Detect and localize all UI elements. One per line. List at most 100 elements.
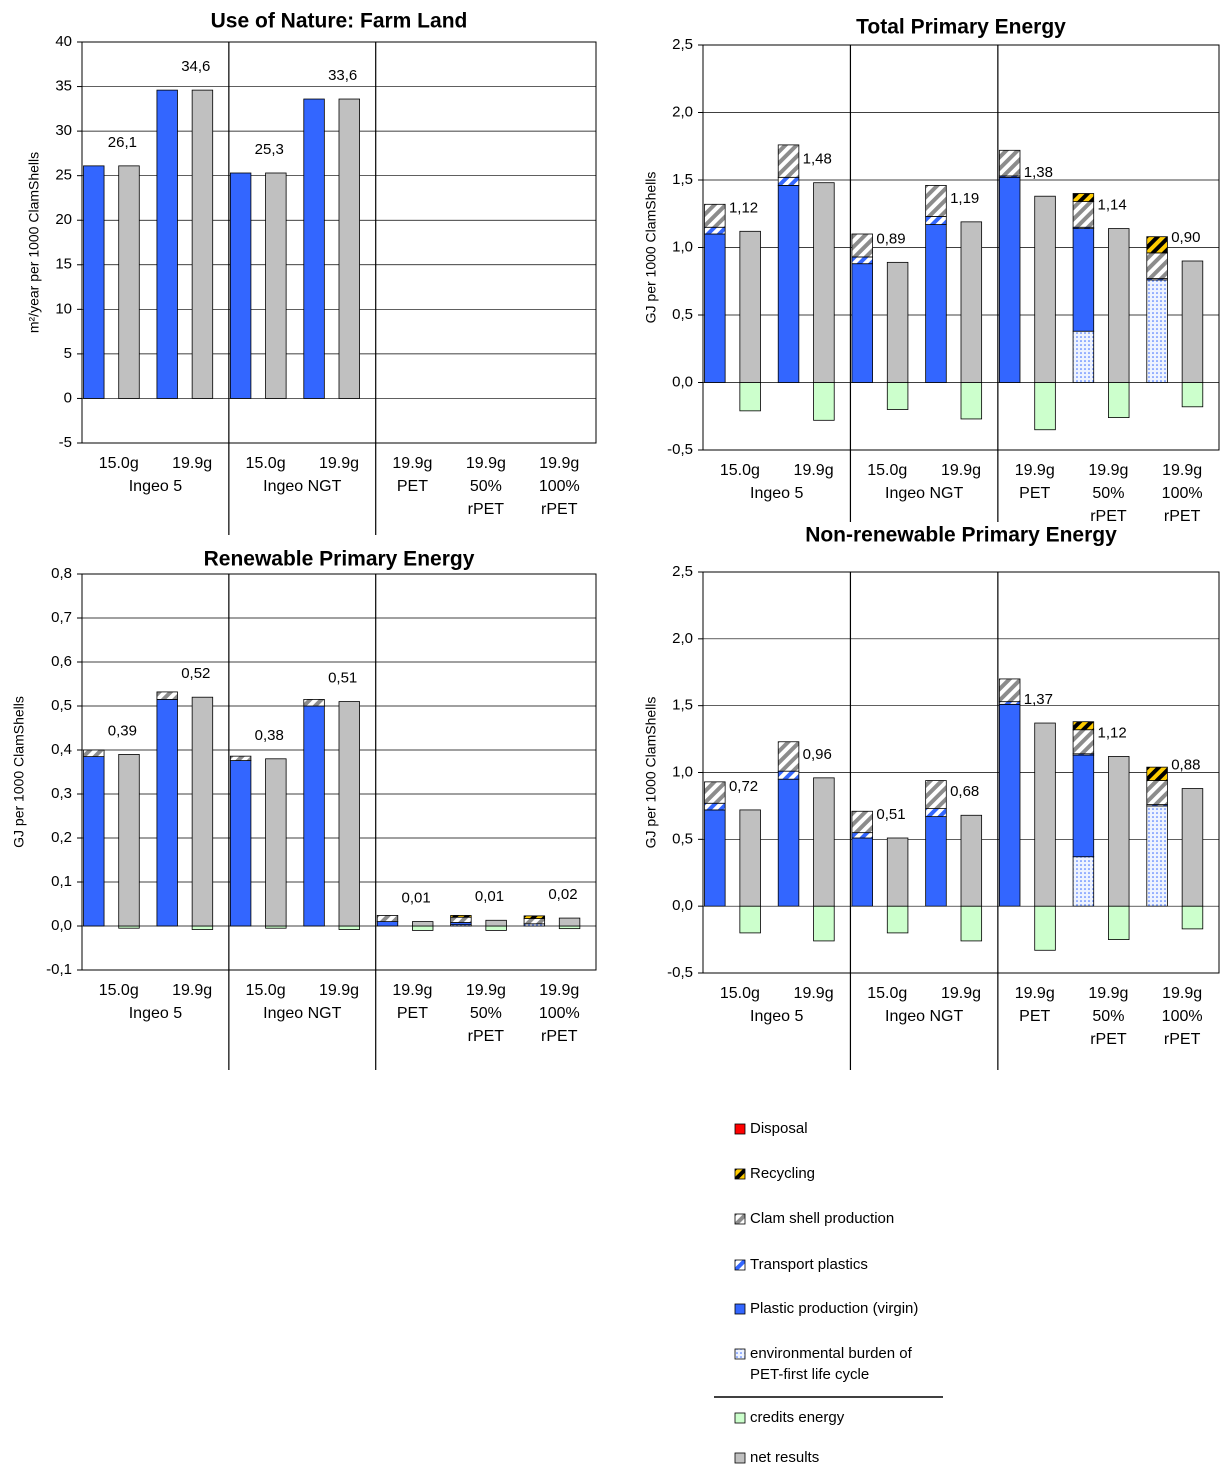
bar-segment <box>998 701 1021 705</box>
y-tick-label: 0,7 <box>51 609 72 626</box>
chart-title: Use of Nature: Farm Land <box>211 10 468 33</box>
bar-segment <box>851 810 873 834</box>
x-tick-label: 15.0g <box>99 982 139 999</box>
value-label: 1,37 <box>1024 691 1053 708</box>
x-tick-label: 19.9g <box>319 982 359 999</box>
bar-segment <box>777 144 800 178</box>
bar-segment <box>777 176 800 186</box>
x-tick-label: 19.9g <box>794 985 834 1002</box>
x-tick-label: 19.9g PET <box>1015 985 1055 1025</box>
net-bar <box>265 172 287 399</box>
value-label: 0,96 <box>803 746 832 763</box>
net-bar <box>813 182 835 383</box>
chart-title: Renewable Primary Energy <box>204 548 475 571</box>
value-label: 0,51 <box>328 670 357 687</box>
y-tick-label: 2,0 <box>672 103 693 120</box>
net-bar <box>886 837 909 907</box>
group-label: Ingeo NGT <box>263 478 341 495</box>
legend-swatch <box>734 1452 746 1464</box>
y-axis-label: GJ per 1000 ClamShells <box>643 172 659 324</box>
credit-bar <box>886 905 909 934</box>
bar-segment <box>83 749 105 757</box>
net-bar <box>485 919 507 927</box>
y-tick-label: 35 <box>55 78 72 95</box>
y-axis-label: GJ per 1000 ClamShells <box>11 696 27 848</box>
net-bar <box>960 814 983 907</box>
bar-segment <box>777 184 800 383</box>
y-tick-label: 0,0 <box>672 897 693 914</box>
bar-segment <box>1146 252 1168 279</box>
credit-bar <box>191 925 214 930</box>
bar-segment <box>1072 228 1095 332</box>
y-tick-label: 2,5 <box>672 563 693 580</box>
net-bar <box>813 777 835 907</box>
credit-bar <box>739 905 761 934</box>
bar-segment <box>1146 279 1168 383</box>
x-tick-label: 15.0g <box>246 455 286 472</box>
y-tick-label: 0,2 <box>51 829 72 846</box>
credit-bar <box>886 382 909 410</box>
plot-frame <box>81 41 597 444</box>
x-tick-label: 15.0g <box>867 462 907 479</box>
bar-segment <box>925 184 947 217</box>
value-label: 0,51 <box>876 806 905 823</box>
y-tick-label: 0,4 <box>51 741 72 758</box>
bar-segment <box>1072 201 1095 228</box>
bar-segment <box>851 256 873 265</box>
y-axis-label: m²/year per 1000 ClamShells <box>26 152 42 333</box>
group-label: Ingeo NGT <box>885 485 963 502</box>
value-label: 0,68 <box>950 783 979 800</box>
group-label: Ingeo NGT <box>885 1008 963 1025</box>
legend-label: Clam shell production <box>750 1210 894 1227</box>
y-tick-label: 0,3 <box>51 785 72 802</box>
value-label: 1,19 <box>950 190 979 207</box>
group-label: Ingeo 5 <box>129 1005 182 1022</box>
net-bar <box>1034 722 1056 907</box>
credit-bar <box>960 382 983 420</box>
bar-segment <box>1146 236 1168 254</box>
y-tick-label: 40 <box>55 33 72 50</box>
net-bar <box>1181 788 1204 907</box>
bar-segment <box>303 705 325 927</box>
bar-segment <box>704 233 726 383</box>
bar-segment <box>777 741 800 772</box>
bar-segment <box>998 703 1021 907</box>
legend-label: credits energy <box>750 1409 845 1426</box>
y-tick-label: -0,5 <box>667 441 693 458</box>
x-tick-label: 19.9g 100% rPET <box>1162 985 1203 1048</box>
value-label: 0,89 <box>876 230 905 247</box>
net-bar <box>412 921 434 927</box>
legend-swatch <box>734 1123 746 1135</box>
net-bar <box>118 754 140 927</box>
plot-frame <box>702 571 1220 974</box>
credit-bar <box>1034 905 1056 951</box>
value-label: 1,48 <box>803 151 832 168</box>
y-tick-label: 2,0 <box>672 630 693 647</box>
bar-segment <box>851 837 873 907</box>
bar-segment <box>229 755 252 761</box>
y-tick-label: 0 <box>64 389 72 406</box>
y-tick-label: 25 <box>55 167 72 184</box>
net-bar <box>338 98 360 399</box>
y-tick-label: 0,6 <box>51 653 72 670</box>
bar-segment <box>229 760 252 927</box>
value-label: 0,38 <box>255 727 284 744</box>
credit-bar <box>1034 382 1056 431</box>
bar-segment <box>156 691 178 700</box>
y-tick-label: 1,5 <box>672 697 693 714</box>
legend-label: Recycling <box>750 1165 815 1182</box>
chart-title: Non-renewable Primary Energy <box>805 524 1117 547</box>
x-tick-label: 19.9g PET <box>392 982 432 1022</box>
x-tick-label: 15.0g <box>99 455 139 472</box>
bar-segment <box>156 699 178 927</box>
bar-segment <box>1072 754 1095 858</box>
net-bar <box>739 809 761 907</box>
value-label: 25,3 <box>255 141 284 158</box>
x-tick-label: 19.9g <box>941 985 981 1002</box>
bar-segment <box>998 678 1021 703</box>
bar-segment <box>925 808 947 818</box>
x-tick-label: 15.0g <box>246 982 286 999</box>
value-label: 0,01 <box>401 890 430 907</box>
bar-segment <box>1146 766 1168 781</box>
